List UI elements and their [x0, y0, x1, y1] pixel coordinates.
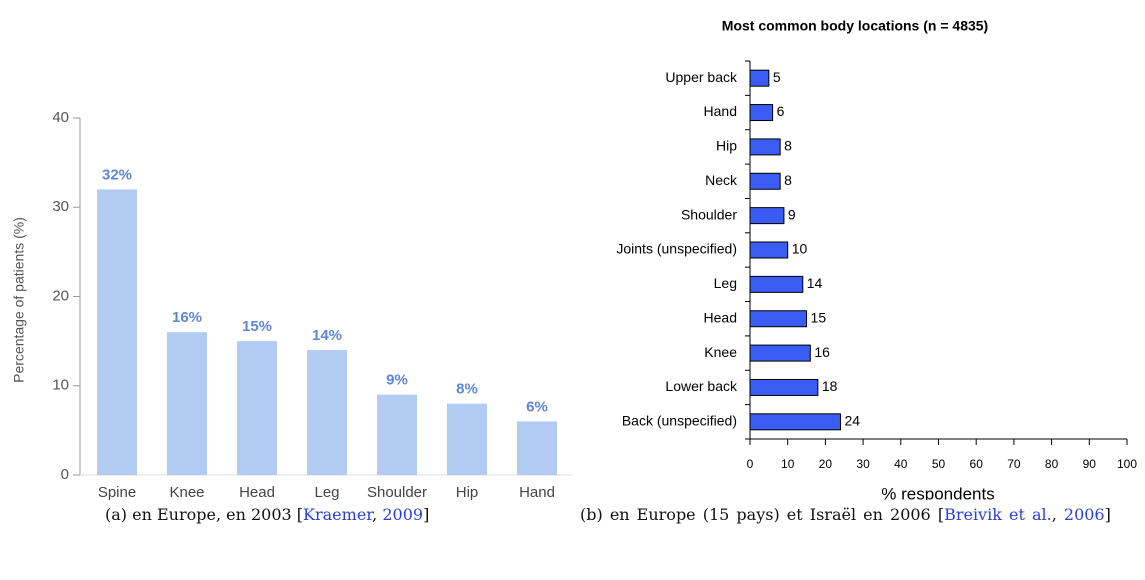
x-tick-label: 30: [856, 457, 870, 471]
value-label: 15: [811, 309, 827, 325]
y-tick-label: Head: [704, 309, 737, 325]
value-label: 16%: [172, 309, 202, 326]
y-tick-label: Leg: [714, 275, 737, 291]
citation-link[interactable]: Breivik et al.: [944, 505, 1052, 524]
x-tick-label: 90: [1083, 457, 1097, 471]
x-axis-label: % respondents: [881, 484, 994, 500]
x-tick-label: 0: [747, 457, 754, 471]
y-tick-label: 40: [52, 109, 69, 126]
y-tick-label: Joints (unspecified): [616, 241, 737, 257]
citation-link[interactable]: 2006: [1063, 505, 1105, 524]
bar: [97, 189, 137, 475]
y-tick-label: Lower back: [665, 378, 738, 394]
caption-text: ,: [1051, 505, 1064, 524]
x-tick-label: 40: [894, 457, 908, 471]
bar: [749, 413, 841, 431]
y-tick-label: Knee: [704, 344, 737, 360]
bar: [749, 138, 781, 156]
value-label: 15%: [242, 318, 272, 335]
y-axis-label: Percentage of patients (%): [11, 217, 27, 383]
y-tick-label: Upper back: [665, 69, 738, 85]
y-tick-label: Neck: [705, 172, 738, 188]
bar: [749, 104, 774, 122]
x-tick-label: 10: [781, 457, 795, 471]
value-label: 9: [788, 206, 796, 222]
x-tick-label: Leg: [314, 484, 339, 500]
value-label: 8%: [456, 381, 478, 398]
value-label: 14%: [312, 327, 342, 344]
y-tick-label: 0: [61, 466, 69, 483]
y-tick-label: Hip: [716, 138, 737, 154]
value-label: 6: [777, 103, 785, 119]
x-tick-label: Hip: [456, 484, 479, 500]
value-label: 16: [814, 344, 830, 360]
chart-title: Most common body locations (n = 4835): [722, 18, 988, 34]
value-label: 18: [822, 378, 838, 394]
x-tick-label: Knee: [169, 484, 204, 500]
bar: [749, 207, 785, 225]
x-tick-label: Head: [239, 484, 275, 500]
x-tick-label: 50: [932, 457, 946, 471]
value-label: 8: [784, 138, 792, 154]
x-tick-label: 80: [1045, 457, 1059, 471]
caption-text: ]: [423, 505, 430, 524]
caption: (a) en Europe, en 2003 [Kraemer, 2009]: [105, 500, 545, 530]
value-label: 32%: [102, 166, 132, 183]
y-tick-label: Shoulder: [681, 206, 737, 222]
y-tick-label: Back (unspecified): [622, 413, 737, 429]
citation-link[interactable]: 2009: [382, 505, 424, 524]
bar: [749, 310, 808, 328]
caption-text: (b) en Europe (15 pays) et Israël en 200…: [580, 505, 945, 524]
x-tick-label: Shoulder: [367, 484, 427, 500]
y-tick-label: 20: [52, 287, 69, 304]
value-label: 9%: [386, 372, 408, 389]
citation-link[interactable]: Kraemer: [303, 505, 373, 524]
value-label: 8: [784, 172, 792, 188]
y-tick-label: Hand: [704, 103, 737, 119]
bar: [307, 350, 347, 475]
bar: [237, 341, 277, 475]
bar: [447, 403, 487, 475]
value-label: 14: [807, 275, 823, 291]
caption-text: ,: [372, 505, 383, 524]
bar: [167, 332, 207, 475]
x-tick-label: 100: [1117, 457, 1137, 471]
value-label: 24: [844, 413, 860, 429]
bar: [377, 394, 417, 475]
y-tick-label: 30: [52, 198, 69, 215]
x-tick-label: Hand: [519, 484, 555, 500]
bar: [749, 344, 811, 362]
bar: [749, 69, 770, 87]
bar: [749, 241, 789, 259]
y-tick-label: 10: [52, 377, 69, 394]
bar: [749, 172, 781, 190]
bar: [749, 275, 804, 293]
figure: 0 10 20 30 40 Percentage of patients (%) 32% Sp…: [11, 18, 1138, 500]
caption-text: (a) en Europe, en 2003 [: [105, 505, 304, 524]
x-tick-label: 70: [1007, 457, 1021, 471]
x-tick-label: 20: [819, 457, 833, 471]
caption-text: ]: [1104, 505, 1111, 524]
value-label: 10: [792, 241, 808, 257]
bar: [517, 421, 557, 475]
caption: (b) en Europe (15 pays) et Israël en 200…: [580, 500, 1140, 530]
value-label: 6%: [526, 398, 548, 415]
bar: [749, 378, 819, 396]
x-tick-label: Spine: [98, 484, 136, 500]
x-tick-label: 60: [970, 457, 984, 471]
value-label: 5: [773, 69, 781, 85]
